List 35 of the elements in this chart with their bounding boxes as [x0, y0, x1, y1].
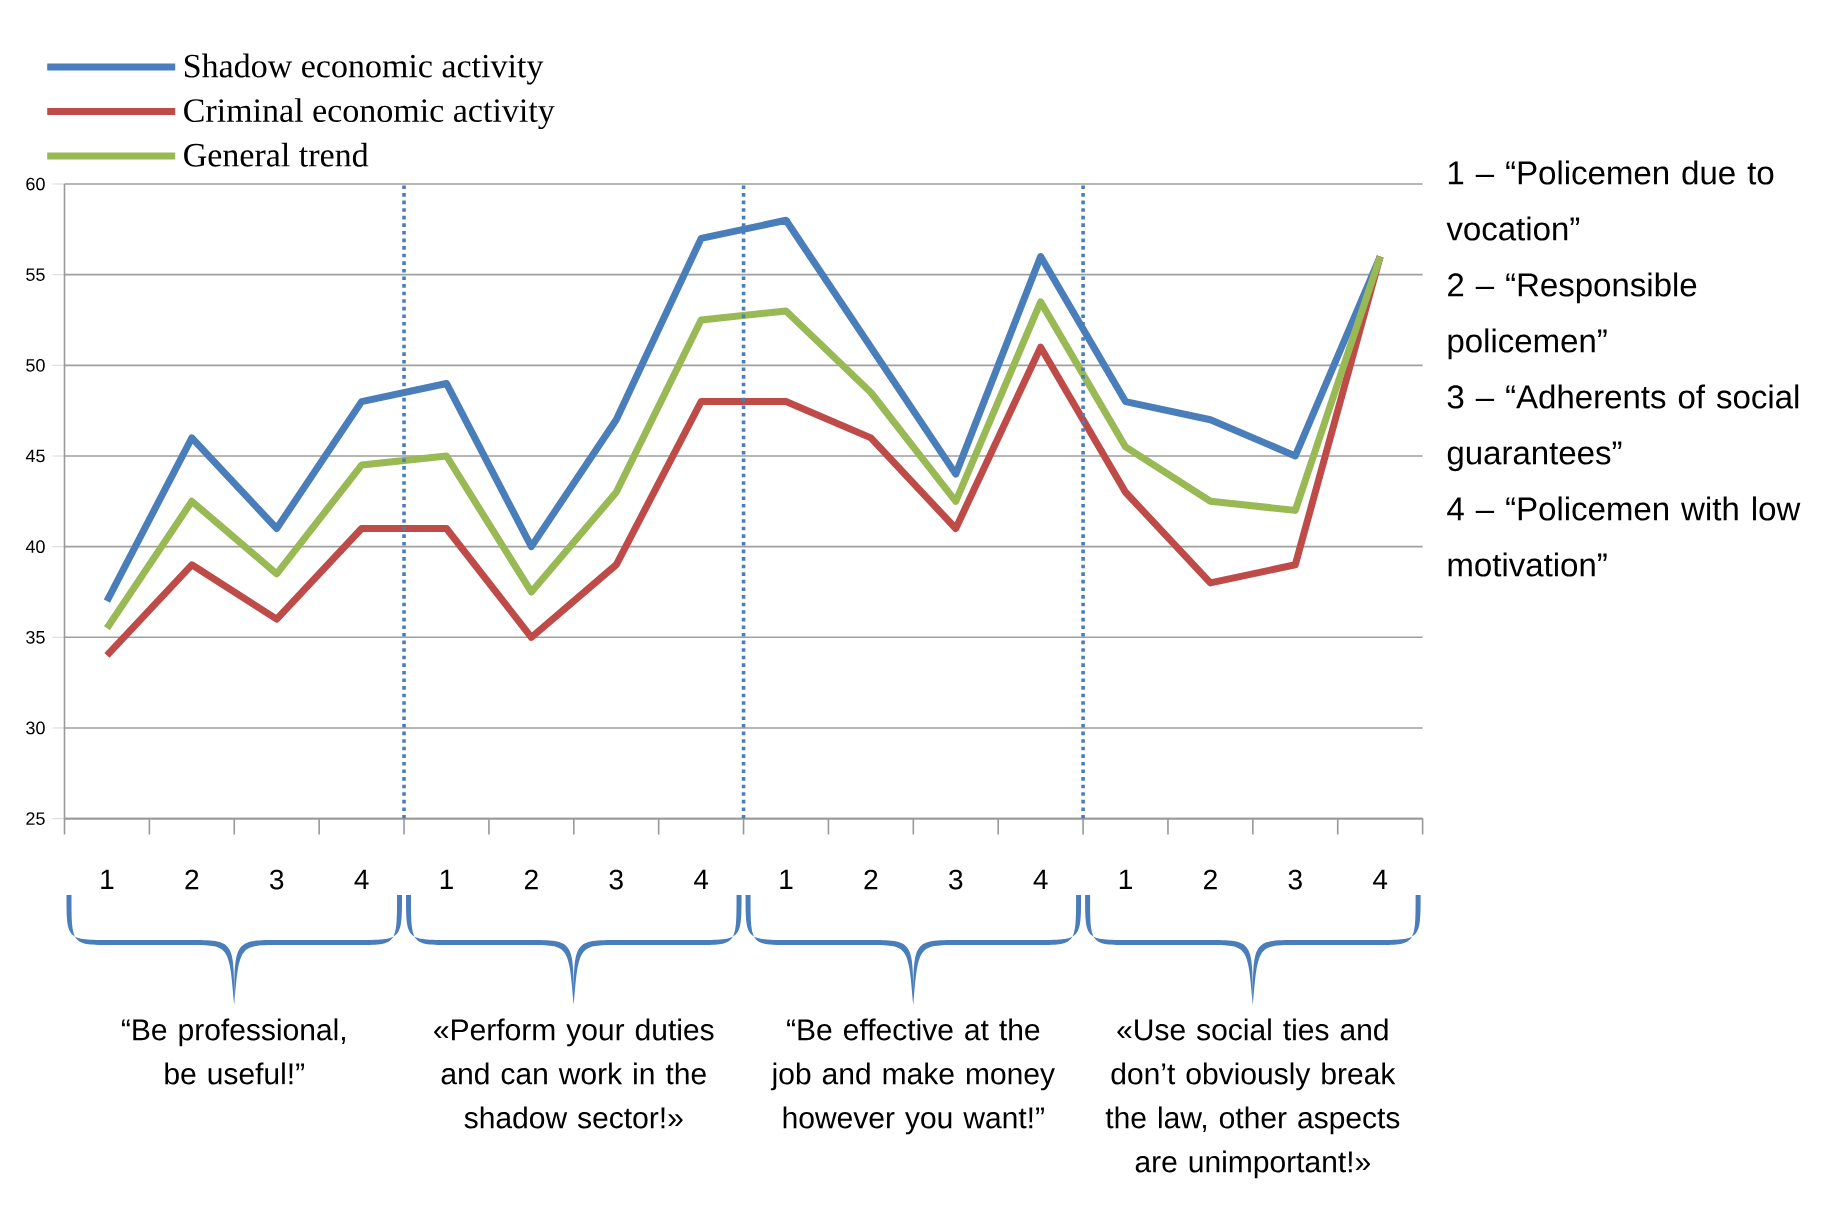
legend-label: Criminal economic activity	[184, 98, 555, 130]
text: 1 – “Policemen due to vocation”	[1446, 160, 1774, 241]
text: 4 – “Policemen with low motivation”	[1447, 496, 1801, 577]
text: «Use social ties and don’t obviously break the law, other aspects are unimportant!»	[1105, 1018, 1400, 1179]
y-tick-label: 35	[26, 630, 45, 644]
x-tick-label: 4	[1373, 869, 1388, 889]
x-tick-label: 2	[185, 869, 199, 890]
x-tick-label: 2	[864, 869, 878, 890]
y-tick-label: 40	[25, 540, 45, 554]
x-tick-label: 1	[1119, 869, 1132, 889]
y-tick-label: 45	[25, 449, 45, 463]
y-tick-label: 55	[26, 268, 45, 281]
legend-label: General trend	[184, 142, 369, 167]
y-tick-label: 50	[26, 358, 45, 372]
legend-label: Shadow economic activity	[184, 53, 544, 85]
x-tick-label: 4	[1033, 869, 1048, 889]
y-tick-label: 25	[26, 812, 45, 825]
x-tick-label: 1	[780, 869, 793, 889]
y-tick-label: 60	[26, 177, 45, 191]
x-tick-label: 3	[1288, 869, 1302, 890]
x-tick-label: 4	[354, 869, 369, 889]
text: 3 – “Adherents of social guarantees”	[1447, 384, 1799, 472]
x-tick-label: 2	[1204, 869, 1217, 890]
text: «Perform your duties and can work in the shadow sector!»	[434, 1018, 714, 1129]
text: “Be professional, be useful!”	[121, 1018, 345, 1085]
x-tick-label: 3	[949, 869, 963, 890]
x-tick-label: 4	[693, 869, 709, 889]
x-tick-label: 1	[101, 869, 114, 889]
text: 2 – “Responsible policemen”	[1448, 272, 1697, 360]
x-tick-label: 2	[524, 869, 538, 890]
x-tick-label: 1	[440, 869, 453, 889]
x-tick-label: 3	[269, 869, 284, 890]
x-tick-label: 3	[609, 869, 623, 890]
text: “Be effective at the job and make money however you want!”	[770, 1018, 1055, 1135]
y-tick-label: 30	[26, 721, 45, 735]
